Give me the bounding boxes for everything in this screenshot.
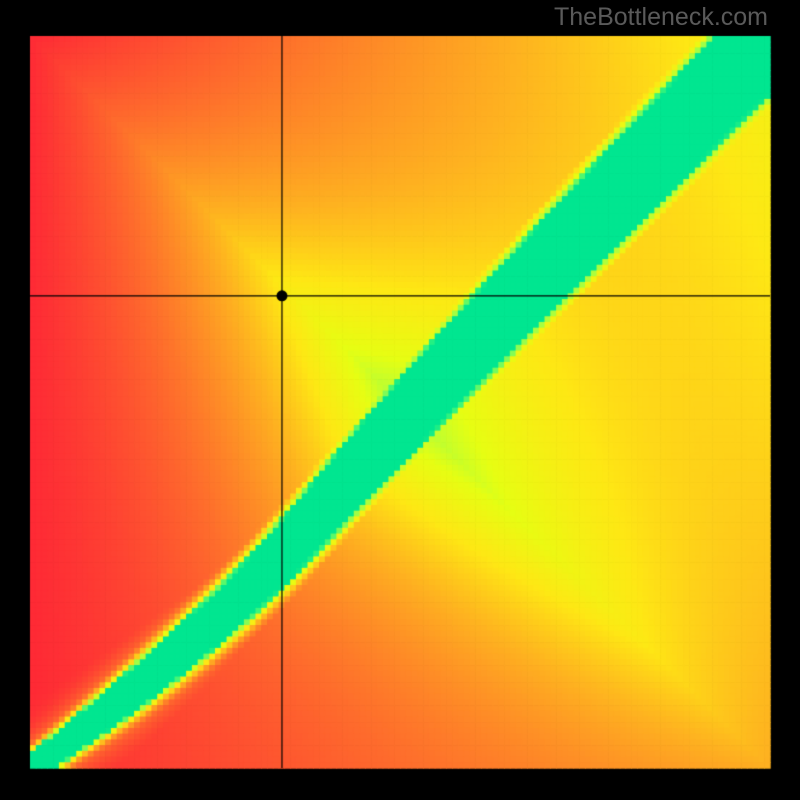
watermark-text: TheBottleneck.com (554, 3, 768, 32)
heatmap-canvas (0, 0, 800, 800)
chart-container: TheBottleneck.com (0, 0, 800, 800)
